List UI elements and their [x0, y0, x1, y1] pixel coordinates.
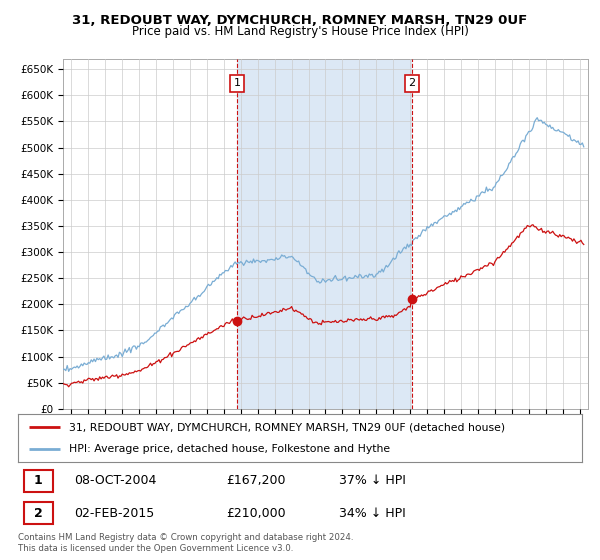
Text: 37% ↓ HPI: 37% ↓ HPI [340, 474, 406, 487]
Text: £167,200: £167,200 [227, 474, 286, 487]
Text: 2: 2 [408, 78, 415, 88]
Text: Price paid vs. HM Land Registry's House Price Index (HPI): Price paid vs. HM Land Registry's House … [131, 25, 469, 38]
Text: 1: 1 [233, 78, 241, 88]
Bar [237, 59, 412, 409]
Text: 2: 2 [34, 507, 43, 520]
Text: 08-OCT-2004: 08-OCT-2004 [74, 474, 157, 487]
Text: £210,000: £210,000 [227, 507, 286, 520]
FancyBboxPatch shape [23, 502, 53, 524]
Text: 1: 1 [34, 474, 43, 487]
Text: 31, REDOUBT WAY, DYMCHURCH, ROMNEY MARSH, TN29 0UF: 31, REDOUBT WAY, DYMCHURCH, ROMNEY MARSH… [73, 14, 527, 27]
Text: 02-FEB-2015: 02-FEB-2015 [74, 507, 155, 520]
FancyBboxPatch shape [23, 470, 53, 492]
Text: 34% ↓ HPI: 34% ↓ HPI [340, 507, 406, 520]
Text: 31, REDOUBT WAY, DYMCHURCH, ROMNEY MARSH, TN29 0UF (detached house): 31, REDOUBT WAY, DYMCHURCH, ROMNEY MARSH… [69, 422, 505, 432]
Text: HPI: Average price, detached house, Folkestone and Hythe: HPI: Average price, detached house, Folk… [69, 444, 390, 454]
Text: Contains HM Land Registry data © Crown copyright and database right 2024.
This d: Contains HM Land Registry data © Crown c… [18, 533, 353, 553]
